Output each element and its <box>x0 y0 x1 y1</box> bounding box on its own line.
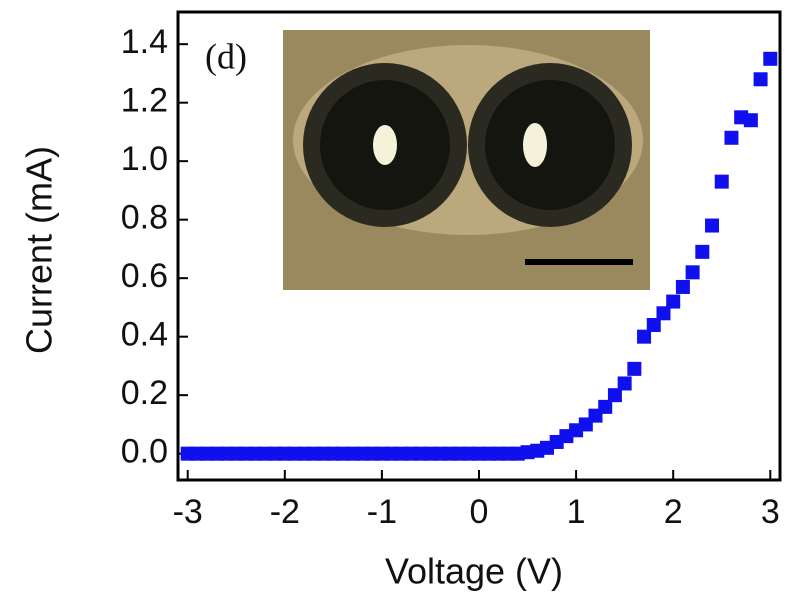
x-tick-label: 2 <box>664 493 683 531</box>
marker <box>685 265 700 280</box>
x-tick-label: 0 <box>470 493 489 531</box>
panel-label: (d) <box>205 36 247 76</box>
x-tick-label: -1 <box>367 493 397 531</box>
x-tick-label: -2 <box>270 493 300 531</box>
y-tick-label: 0.4 <box>121 316 168 354</box>
marker <box>607 388 622 403</box>
x-tick-label: 1 <box>567 493 586 531</box>
marker <box>646 317 661 332</box>
marker <box>656 306 671 321</box>
marker <box>617 376 632 391</box>
x-tick-label: 3 <box>761 493 780 531</box>
inset-photo <box>283 30 650 290</box>
marker <box>724 130 739 145</box>
y-tick-label: 0.2 <box>121 374 168 412</box>
plot-frame <box>176 10 782 482</box>
x-axis-label: Voltage (V) <box>385 551 563 592</box>
marker <box>675 279 690 294</box>
marker <box>695 244 710 259</box>
y-tick-label: 1.4 <box>121 23 168 61</box>
y-axis-label: Current (mA) <box>19 146 60 354</box>
y-tick-label: 0.0 <box>121 433 168 471</box>
marker <box>753 72 768 87</box>
marker <box>714 174 729 189</box>
y-tick-label: 1.2 <box>121 82 168 120</box>
x-tick-label: -3 <box>173 493 203 531</box>
marker <box>743 113 758 128</box>
marker <box>637 329 652 344</box>
marker <box>598 399 613 414</box>
y-tick-label: 0.6 <box>121 257 168 295</box>
marker <box>763 51 778 66</box>
marker <box>666 294 681 309</box>
y-tick-label: 1.0 <box>121 140 168 178</box>
marker <box>627 361 642 376</box>
marker <box>705 218 720 233</box>
y-tick-label: 0.8 <box>121 199 168 237</box>
